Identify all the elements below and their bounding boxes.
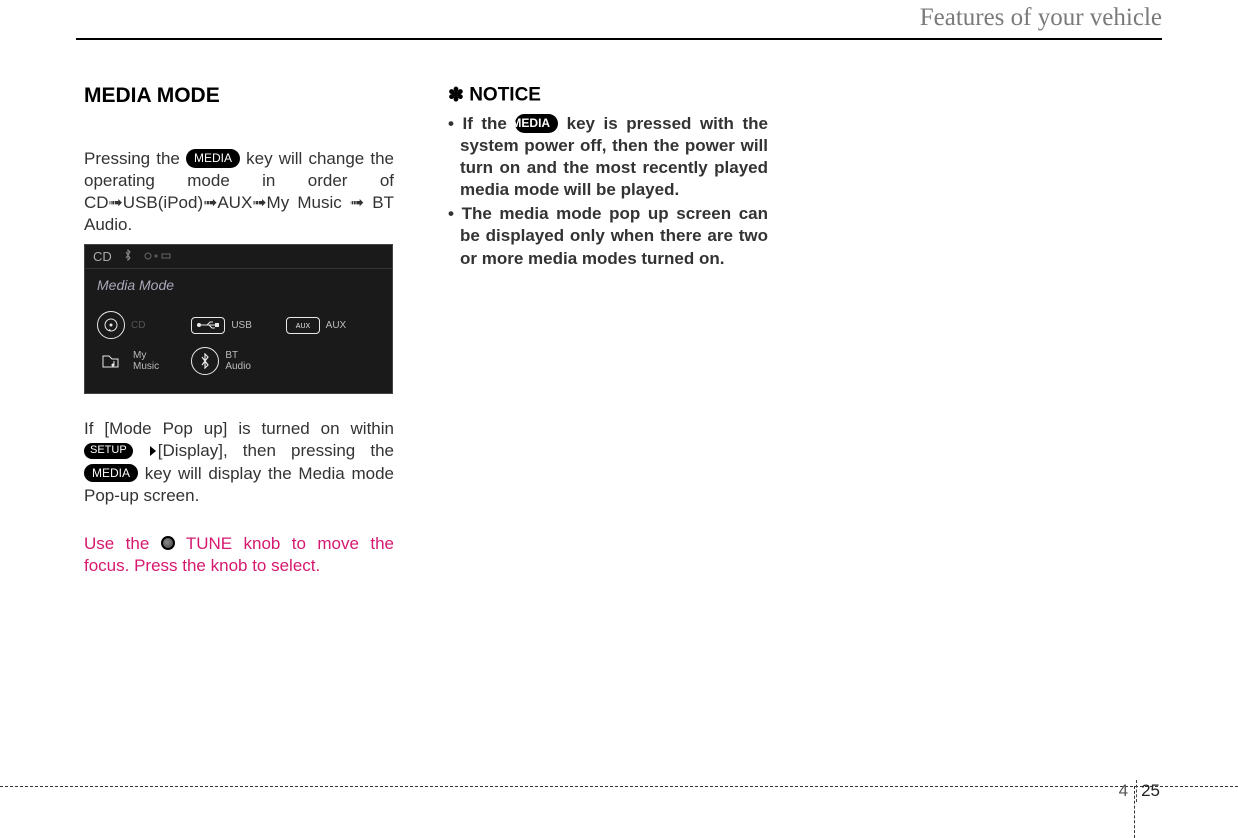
media-key-pill-3: MEDIA [515, 114, 558, 132]
para2-a: If [Mode Pop up] is turned on within [84, 419, 394, 438]
mymusic-icon [97, 350, 127, 372]
instruction-text: Use the TUNE knob to move the focus. Pre… [84, 533, 394, 577]
paragraph-1: Pressing the MEDIA key will change the o… [84, 148, 394, 236]
notice-star-icon: ✽ [448, 85, 469, 106]
cd-icon [97, 311, 125, 339]
para2-b: [Display], then pressing the [158, 441, 394, 460]
media-item-btaudio[interactable]: BT Audio [191, 343, 285, 379]
media-grid: CD USB AUX AUX [85, 303, 392, 393]
mymusic-l2: Music [133, 361, 159, 372]
media-key-pill-2: MEDIA [84, 464, 138, 482]
screenshot-titlebar: CD [85, 245, 392, 268]
notice-heading-text: NOTICE [469, 85, 541, 106]
bt-l2: Audio [225, 361, 251, 372]
footer-dashed-line [0, 786, 1238, 787]
header-underline [76, 38, 1162, 40]
media-item-cd[interactable]: CD [97, 307, 191, 343]
page-number: 4 25 [1119, 780, 1160, 802]
section-heading: MEDIA MODE [84, 84, 394, 108]
mymusic-label: My Music [133, 350, 159, 372]
left-column: MEDIA MODE Pressing the MEDIA key will c… [84, 84, 394, 577]
btaudio-icon [191, 347, 219, 375]
header-title: Features of your vehicle [920, 4, 1162, 32]
media-item-aux[interactable]: AUX AUX [286, 307, 380, 343]
right-column: ✽ NOTICE • If the MEDIA key is pressed w… [448, 84, 768, 272]
media-mode-screenshot: CD Media Mode CD [84, 244, 393, 394]
instruction-pre: Use the [84, 534, 161, 553]
notice-list: • If the MEDIA key is pressed with the s… [448, 113, 768, 270]
setup-key-pill: SETUP [84, 443, 133, 458]
tune-knob-icon [161, 536, 175, 550]
notice-heading: ✽ NOTICE [448, 84, 768, 107]
notice-item-2: • The media mode pop up screen can be di… [448, 203, 768, 269]
paragraph-2: If [Mode Pop up] is turned on within SET… [84, 418, 394, 506]
media-item-usb[interactable]: USB [191, 307, 285, 343]
chapter-number: 4 [1119, 781, 1134, 801]
bt-l1: BT [225, 350, 238, 361]
aux-icon: AUX [286, 317, 320, 334]
notice1-pre: • If the [448, 114, 515, 133]
btaudio-label: BT Audio [225, 350, 251, 372]
page-divider [1136, 780, 1137, 802]
media-item-mymusic[interactable]: My Music [97, 343, 191, 379]
usb-label: USB [231, 320, 252, 331]
media-mode-label: Media Mode [85, 269, 392, 303]
para1-pre: Pressing the [84, 149, 186, 168]
bluetooth-icon [124, 249, 132, 264]
aux-label: AUX [326, 320, 347, 331]
usb-icon [191, 317, 225, 334]
screenshot-body: Media Mode CD USB AUX [85, 268, 392, 393]
play-triangle-icon [150, 446, 156, 456]
notice-item-1: • If the MEDIA key is pressed with the s… [448, 113, 768, 201]
svg-text:AUX: AUX [295, 323, 310, 330]
cd-label: CD [131, 320, 145, 331]
media-key-pill: MEDIA [186, 149, 240, 167]
page-number-value: 25 [1141, 781, 1160, 801]
status-icons [144, 251, 174, 263]
mymusic-l1: My [133, 350, 146, 361]
titlebar-cd-label: CD [93, 249, 112, 264]
